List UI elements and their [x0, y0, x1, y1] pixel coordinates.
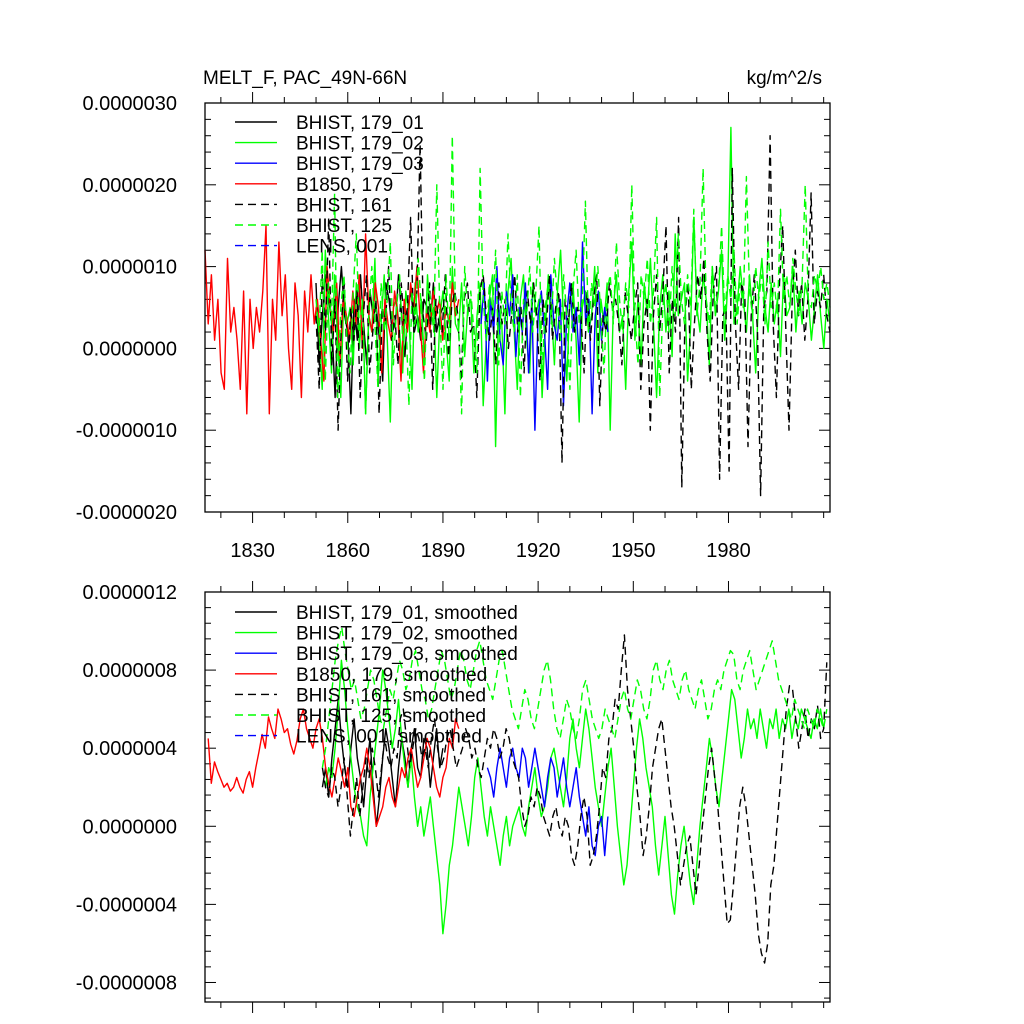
- legend-label: LENS, 001, smoothed: [296, 727, 482, 748]
- legend-label: BHIST, 179_03: [296, 154, 424, 175]
- series-line-5: [321, 634, 828, 964]
- legend-label: BHIST, 125, smoothed: [296, 706, 486, 727]
- legend-label: BHIST, 179_01: [296, 113, 424, 134]
- legend-label: BHIST, 179_02: [296, 134, 424, 155]
- y-tick-label: 0.0000000: [82, 338, 177, 360]
- legend-label: BHIST, 125: [296, 216, 392, 237]
- series-line-4: [204, 224, 460, 415]
- y-tick-label: 0.0000004: [82, 738, 177, 760]
- legend-label: BHIST, 161, smoothed: [296, 685, 486, 706]
- y-tick-label: 0.0000000: [82, 816, 177, 838]
- y-tick-label: 0.0000010: [82, 257, 177, 279]
- legend-label: B1850, 179, smoothed: [296, 665, 487, 686]
- legend-label: BHIST, 179_03, smoothed: [296, 644, 518, 665]
- bottom-chart-panel: -0.0000008 -0.0000004 0.0000000 0.0000004 0.…: [76, 581, 831, 1013]
- x-tick-label: 1920: [516, 540, 561, 562]
- legend-label: BHIST, 161: [296, 195, 392, 216]
- y-tick-label: 0.0000020: [82, 175, 177, 197]
- series-line-2: [324, 659, 825, 935]
- x-tick-label: 1950: [611, 540, 656, 562]
- plot-frame: [204, 591, 831, 1003]
- y-tick-label: 0.0000012: [82, 582, 177, 604]
- y-tick-label: 0.0000008: [82, 660, 177, 682]
- y-tick-label: 0.0000030: [82, 93, 177, 115]
- top-chart-panel: MELT_F, PAC_49N-66N kg/m^2/s -0.0000020 -…: [76, 68, 831, 562]
- x-tick-label: 1860: [326, 540, 371, 562]
- x-tick-label: 1980: [706, 540, 751, 562]
- chart-title: MELT_F, PAC_49N-66N: [203, 68, 407, 89]
- series-line-6: [315, 134, 831, 415]
- x-tick-label: 1890: [421, 540, 466, 562]
- y-tick-label: -0.0000010: [76, 420, 177, 442]
- x-tick-label: 1830: [230, 540, 275, 562]
- legend-label: BHIST, 179_01, smoothed: [296, 603, 518, 624]
- series-line-3: [486, 747, 609, 857]
- series-line-4: [207, 708, 460, 827]
- chart-units: kg/m^2/s: [747, 68, 822, 89]
- y-tick-label: -0.0000020: [76, 502, 177, 524]
- legend-label: LENS, 001: [296, 237, 388, 258]
- plot-frame: [204, 102, 831, 513]
- y-tick-label: -0.0000004: [76, 894, 177, 916]
- series-line-6: [321, 626, 828, 768]
- legend-label: BHIST, 179_02, smoothed: [296, 624, 518, 645]
- y-tick-label: -0.0000008: [76, 972, 177, 994]
- legend-label: B1850, 179: [296, 175, 393, 196]
